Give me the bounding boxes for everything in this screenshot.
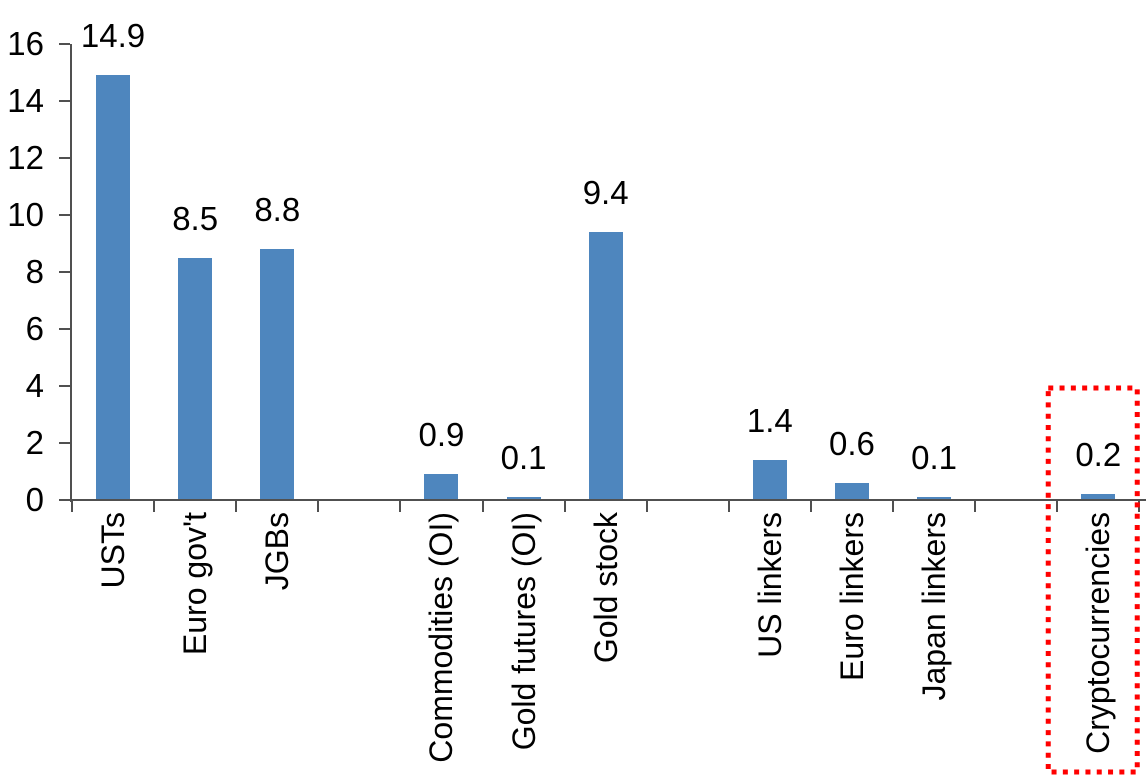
x-axis-tick [892, 500, 894, 512]
x-axis-tick [727, 500, 730, 512]
y-axis-tick-label: 14 [7, 82, 44, 119]
category-label: JGBs [259, 512, 296, 591]
y-axis-tick-label: 10 [7, 196, 44, 233]
x-axis-tick [481, 500, 484, 512]
category-label: USTs [95, 512, 132, 589]
bar-Euro gov't [178, 257, 213, 500]
y-axis-tick-label: 0 [25, 481, 44, 518]
bar-value-label: 0.9 [418, 416, 465, 454]
category-label: US linkers [751, 512, 788, 658]
category-label: Gold stock [587, 512, 624, 664]
x-axis-tick [1138, 500, 1141, 512]
bar-value-label: 0.1 [911, 439, 957, 477]
y-axis-tick [59, 214, 70, 216]
bar-value-label: 9.4 [582, 174, 629, 212]
x-axis-tick [563, 500, 566, 512]
category-label: Gold futures (OI) [505, 512, 542, 751]
y-axis-tick [59, 385, 70, 387]
bar-JGBs [260, 249, 295, 500]
x-axis-tick [317, 500, 320, 512]
y-axis-tick [59, 157, 70, 159]
bar-value-label: 14.9 [80, 17, 146, 55]
x-axis-tick [235, 500, 238, 512]
x-axis-line [70, 499, 1146, 501]
category-label: Cryptocurrencies [1080, 512, 1117, 754]
y-axis-tick [59, 100, 70, 102]
y-axis-tick-label: 16 [7, 25, 44, 62]
bar-value-label: 8.8 [254, 191, 301, 229]
bar-US linkers [752, 460, 787, 500]
x-axis-tick [71, 500, 73, 512]
y-axis-tick-label: 8 [25, 253, 44, 290]
bar-value-label: 0.1 [500, 439, 547, 477]
x-axis-tick [809, 500, 812, 512]
bar-value-label: 0.2 [1075, 436, 1122, 474]
category-label: Euro linkers [833, 512, 870, 681]
y-axis-tick [59, 43, 70, 45]
bar-Commodities (OI) [424, 474, 459, 500]
bar-value-label: 1.4 [746, 402, 793, 440]
x-axis-tick [153, 500, 156, 512]
category-label: Commodities (OI) [423, 512, 460, 763]
bar-Gold stock [588, 232, 623, 500]
y-axis-tick-label: 12 [7, 139, 44, 176]
category-label: Japan linkers [916, 512, 953, 701]
bar-Gold futures (OI) [506, 497, 541, 500]
bar-value-label: 8.5 [172, 199, 219, 237]
bar-Japan linkers [917, 497, 952, 500]
y-axis-tick [59, 271, 70, 273]
y-axis-tick-label: 2 [25, 424, 44, 461]
bar-value-label: 0.6 [829, 424, 875, 462]
x-axis-tick [1056, 500, 1059, 512]
x-axis-tick [645, 500, 648, 512]
x-axis-tick [399, 500, 402, 512]
y-axis-tick-label: 4 [25, 367, 44, 404]
x-axis-tick [974, 500, 977, 512]
bar-Euro linkers [834, 482, 869, 500]
bar-USTs [96, 75, 131, 500]
y-axis-line [70, 44, 72, 502]
y-axis-tick [59, 328, 70, 330]
y-axis-tick-label: 6 [25, 310, 44, 347]
category-label: Euro gov't [177, 512, 214, 656]
y-axis-tick [59, 499, 70, 501]
y-axis-tick [59, 442, 70, 444]
